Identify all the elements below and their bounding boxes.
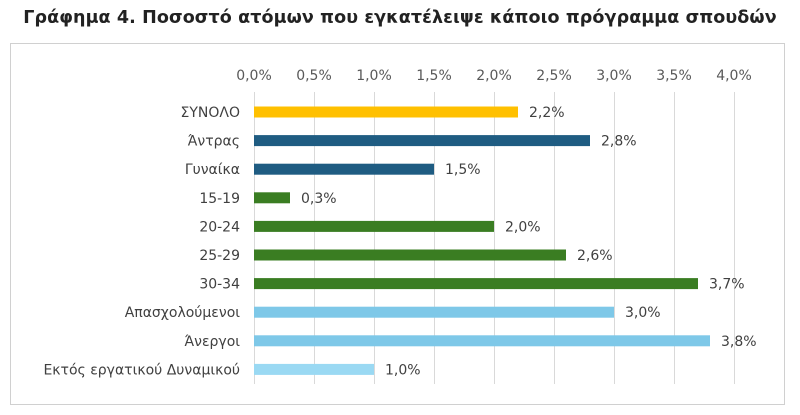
- x-tick-label: 2,5%: [536, 68, 572, 84]
- bar: [254, 363, 374, 375]
- data-label: 2,2%: [529, 105, 565, 121]
- bars: [254, 106, 710, 375]
- x-tick-label: 2,0%: [476, 68, 512, 84]
- category-labels: ΣΥΝΟΛΟ Άντρας Γυναίκα 15-19 20-24 25-29 30-34 Α…: [43, 105, 240, 378]
- bar: [254, 192, 290, 204]
- bar: [254, 135, 590, 147]
- bar: [254, 220, 494, 232]
- data-label: 3,7%: [709, 277, 745, 293]
- x-tick-label: 3,0%: [596, 68, 632, 84]
- category-label: ΣΥΝΟΛΟ: [181, 105, 241, 121]
- data-label: 2,6%: [577, 248, 613, 264]
- data-label: 0,3%: [301, 191, 337, 207]
- bar: [254, 335, 710, 347]
- data-label: 3,8%: [721, 334, 757, 350]
- x-tick-label: 3,5%: [656, 68, 692, 84]
- x-tick-label: 1,0%: [356, 68, 392, 84]
- category-label: 20-24: [199, 219, 240, 235]
- bar: [254, 106, 518, 118]
- data-label: 1,0%: [385, 362, 421, 378]
- bar: [254, 163, 434, 175]
- category-label: Άνεργοι: [184, 334, 240, 350]
- data-label: 1,5%: [445, 162, 481, 178]
- data-label: 2,8%: [601, 134, 637, 150]
- category-label: 15-19: [199, 191, 240, 207]
- category-label: Απασχολούμενοι: [125, 305, 241, 321]
- bar: [254, 249, 566, 261]
- x-tick-label: 1,5%: [416, 68, 452, 84]
- data-label: 3,0%: [625, 305, 661, 321]
- bar: [254, 306, 614, 318]
- x-axis-tick-labels: 0,0% 0,5% 1,0% 1,5% 2,0% 2,5% 3,0% 3,5% 4,0%: [236, 68, 752, 84]
- x-tick-label: 0,0%: [236, 68, 272, 84]
- data-labels: 2,2% 2,8% 1,5% 0,3% 2,0% 2,6% 3,7% 3,0% 3,8% 1,0%: [301, 105, 757, 378]
- category-label: Γυναίκα: [185, 162, 240, 178]
- x-tick-label: 0,5%: [296, 68, 332, 84]
- chart-title: Γράφημα 4. Ποσοστό ατόμων που εγκατέλειψ…: [23, 8, 777, 28]
- data-label: 2,0%: [505, 219, 541, 235]
- category-label: Εκτός εργατικού Δυναμικού: [43, 362, 240, 378]
- bar: [254, 278, 698, 290]
- x-tick-label: 4,0%: [716, 68, 752, 84]
- category-label: 30-34: [199, 277, 240, 293]
- category-label: 25-29: [199, 248, 240, 264]
- category-label: Άντρας: [188, 134, 240, 150]
